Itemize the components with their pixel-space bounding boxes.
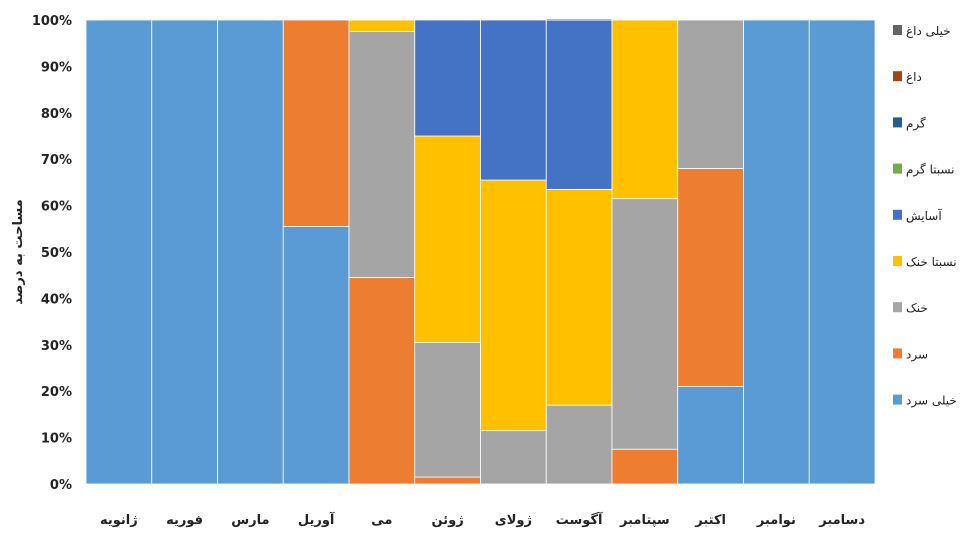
x-category-label: نوامبر (756, 513, 796, 528)
legend-swatch (893, 302, 902, 313)
bar-segment (480, 19, 547, 181)
y-tick-label: 20% (41, 385, 72, 400)
y-tick-label: 90% (41, 60, 72, 75)
bar-segment (414, 19, 481, 137)
x-category-label: ژولای (495, 513, 532, 528)
x-category-label: اکتبر (694, 513, 726, 528)
bar-segment (348, 277, 416, 485)
y-axis-ticks: 0% 10% 20% 30% 40% 50% 60% 70% 80% 90% 100% (32, 14, 72, 493)
bar-segment (480, 179, 547, 432)
plot-area (85, 18, 876, 485)
bar-segment (611, 448, 679, 485)
x-category-label: دسامبر (818, 513, 865, 528)
legend-swatch (893, 348, 902, 359)
legend-swatch (893, 209, 902, 220)
bar-segment (677, 386, 744, 485)
legend-label: خیلی سرد (906, 394, 957, 409)
bar-segment (480, 430, 547, 485)
x-category-label: ژوئن (432, 513, 464, 528)
x-category-label: مارس (231, 513, 269, 528)
x-category-label: ژانویه (100, 513, 138, 528)
bar-segment (414, 342, 481, 478)
bar-segment (545, 188, 613, 406)
legend-label: نسبتا خنک (906, 255, 957, 269)
legend-swatch (893, 71, 902, 82)
legend-label: خنک (906, 301, 928, 315)
bar-segment (677, 19, 744, 169)
y-tick-label: 30% (41, 339, 72, 354)
legend-label: نسبتا گرم (906, 163, 955, 178)
bar-segment (348, 31, 416, 278)
legend-label: آسایش (906, 208, 942, 224)
bar-segment (743, 19, 810, 485)
legend-swatch (893, 117, 902, 128)
y-tick-label: 0% (50, 478, 72, 493)
x-category-label: آوریل (298, 511, 335, 528)
bar-segment (808, 19, 876, 485)
bar-segment (545, 19, 613, 190)
legend: خیلی داغ داغ گرم نسبتا گرم آسایش نسبتا خنک خنک… (893, 24, 957, 409)
bar-segment (282, 226, 350, 485)
x-category-label: سپتامبر (619, 513, 670, 528)
y-tick-label: 50% (41, 246, 72, 261)
x-category-label: فوریه (166, 513, 203, 528)
x-axis-labels: ژانویه فوریه مارس آوریل می ژوئن ژولای آگوست سپتا… (100, 511, 865, 528)
bar-segment (545, 404, 613, 485)
legend-swatch (893, 25, 902, 35)
x-category-label: می (371, 513, 392, 528)
y-tick-label: 10% (41, 432, 72, 447)
legend-swatch (893, 256, 902, 266)
bar-segment (611, 19, 679, 200)
y-tick-label: 40% (41, 292, 72, 307)
bar-segment (545, 18, 613, 21)
legend-swatch (893, 163, 902, 174)
y-tick-label: 60% (41, 200, 72, 215)
legend-label: خیلی داغ (906, 24, 951, 38)
x-category-label: آگوست (556, 511, 603, 528)
bar-segment (217, 19, 284, 485)
legend-label: گرم (906, 116, 926, 131)
bar-segment (414, 476, 481, 485)
y-tick-label: 80% (41, 107, 72, 122)
y-tick-label: 100% (32, 14, 72, 29)
y-tick-label: 70% (41, 153, 72, 168)
legend-label: سرد (906, 347, 928, 362)
bar-segment (282, 19, 350, 227)
legend-label: داغ (906, 70, 922, 84)
bar-segment (348, 19, 416, 33)
legend-swatch (893, 394, 902, 405)
y-axis-label: مساحت به درصد (11, 199, 26, 304)
bar-segment (611, 198, 679, 450)
bar-segment (85, 19, 153, 485)
bar-segment (677, 168, 744, 387)
bar-segment (151, 19, 218, 485)
bar-segment (414, 135, 481, 343)
